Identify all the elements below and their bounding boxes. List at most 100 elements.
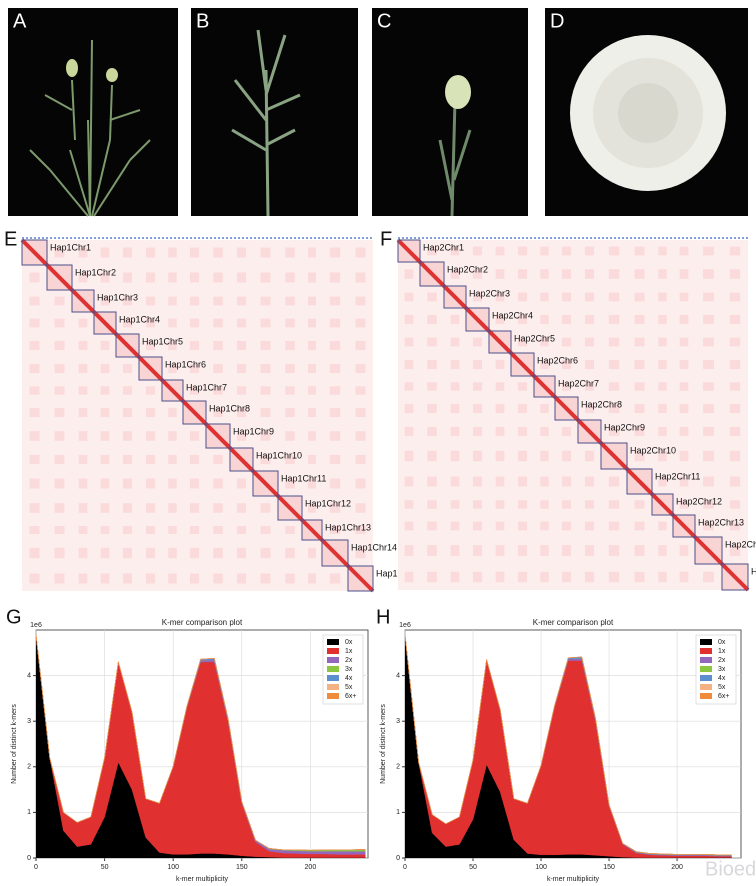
- hic-interaction: [584, 314, 595, 325]
- hic-interaction: [495, 521, 505, 531]
- hic-interaction: [729, 426, 741, 437]
- hic-interaction: [29, 407, 40, 418]
- hic-interaction: [427, 571, 437, 583]
- chromosome-label: Hap2Chr8: [581, 399, 622, 409]
- hic-interaction: [584, 359, 595, 370]
- hic-interaction: [100, 386, 110, 395]
- hic-interaction: [260, 431, 271, 441]
- hic-interaction: [450, 450, 460, 462]
- hic-interaction: [168, 247, 177, 258]
- panel-label: E: [4, 228, 17, 250]
- hic-interaction: [213, 503, 223, 513]
- hic-block: [443, 285, 467, 309]
- hic-interaction: [78, 547, 88, 559]
- chart-title: K-mer comparison plot: [533, 618, 614, 627]
- hic-block: [488, 330, 512, 354]
- hic-interaction: [679, 426, 689, 437]
- hic-interaction: [703, 571, 714, 583]
- hic-interaction: [308, 340, 316, 351]
- hic-interaction: [404, 571, 414, 583]
- hic-interaction: [329, 431, 341, 441]
- hic-interaction: [495, 382, 505, 391]
- hic-interaction: [189, 272, 200, 283]
- legend-swatch: [700, 675, 712, 681]
- hic-interaction: [122, 573, 133, 584]
- hic-interaction: [703, 426, 714, 437]
- hic-interaction: [703, 382, 714, 391]
- hic-interaction: [495, 571, 505, 583]
- hic-interaction: [100, 363, 110, 374]
- hic-interaction: [450, 403, 460, 414]
- hic-interaction: [145, 247, 156, 258]
- hic-block: [182, 400, 207, 425]
- hic-interaction: [236, 272, 247, 283]
- hic-interaction: [355, 454, 366, 465]
- panel-label: B: [196, 10, 209, 32]
- hic-interaction: [54, 503, 65, 513]
- hic-interaction: [584, 269, 595, 279]
- legend-swatch: [700, 684, 712, 690]
- hic-interaction: [78, 526, 88, 534]
- legend-swatch: [700, 666, 712, 672]
- hic-interaction: [517, 500, 528, 509]
- hic-interaction: [450, 571, 460, 583]
- hic-map: Hap2Chr1 Hap2Chr2 Hap2Chr3 Hap2Chr4 Hap2Chr5…: [380, 228, 756, 592]
- photo-c: C: [372, 8, 528, 217]
- panel-label: C: [377, 10, 391, 32]
- hic-interaction: [260, 272, 271, 283]
- hic-interaction: [29, 431, 40, 441]
- hic-interaction: [329, 526, 341, 534]
- hic-interaction: [729, 382, 741, 391]
- area: [36, 634, 366, 851]
- y-tick-label: 0: [27, 855, 31, 862]
- hic-interaction: [679, 382, 689, 391]
- hic-interaction: [285, 431, 295, 441]
- hic-interaction: [355, 272, 366, 283]
- chromosome-label: Hap1Chr2: [75, 267, 116, 277]
- hic-interaction: [54, 407, 65, 418]
- hic-interaction: [168, 478, 177, 489]
- hic-interaction: [495, 476, 505, 487]
- hic-interaction: [168, 547, 177, 559]
- hic-interaction: [236, 386, 247, 395]
- hic-interaction: [561, 337, 572, 347]
- hic-interaction: [308, 547, 316, 559]
- hic-interaction: [285, 296, 295, 306]
- hic-interaction: [329, 340, 341, 351]
- areas: [405, 634, 732, 858]
- hic-interaction: [78, 478, 88, 489]
- hic-interaction: [561, 359, 572, 370]
- hic-interaction: [29, 386, 40, 395]
- hic-interaction: [29, 526, 40, 534]
- hic-interaction: [584, 292, 595, 302]
- hic-interaction: [584, 337, 595, 347]
- hic-interaction: [658, 571, 667, 583]
- hic-interaction: [540, 500, 549, 509]
- hic-interaction: [285, 547, 295, 559]
- hic-interaction: [729, 337, 741, 347]
- hic-interaction: [517, 476, 528, 487]
- hic-interaction: [189, 318, 200, 328]
- hic-interaction: [517, 403, 528, 414]
- hic-interaction: [236, 526, 247, 534]
- hic-block: [419, 261, 445, 287]
- hic-interaction: [517, 426, 528, 437]
- hic-interaction: [236, 478, 247, 489]
- hic-interaction: [213, 296, 223, 306]
- legend-swatch: [327, 684, 339, 690]
- chromosome-label: Hap1Chr13: [325, 522, 371, 532]
- hic-interaction: [213, 526, 223, 534]
- hic-interaction: [517, 337, 528, 347]
- hic-interaction: [145, 296, 156, 306]
- x-tick-label: 50: [101, 864, 109, 871]
- areas: [36, 634, 366, 858]
- hic-interaction: [285, 573, 295, 584]
- hic-interaction: [658, 450, 667, 462]
- hic-interaction: [329, 363, 341, 374]
- chromosome-label: Hap1Chr9: [233, 426, 274, 436]
- hic-diagonal: [396, 238, 750, 592]
- hic-interaction: [404, 292, 414, 302]
- hic-interaction: [404, 476, 414, 487]
- hic-interaction: [703, 269, 714, 279]
